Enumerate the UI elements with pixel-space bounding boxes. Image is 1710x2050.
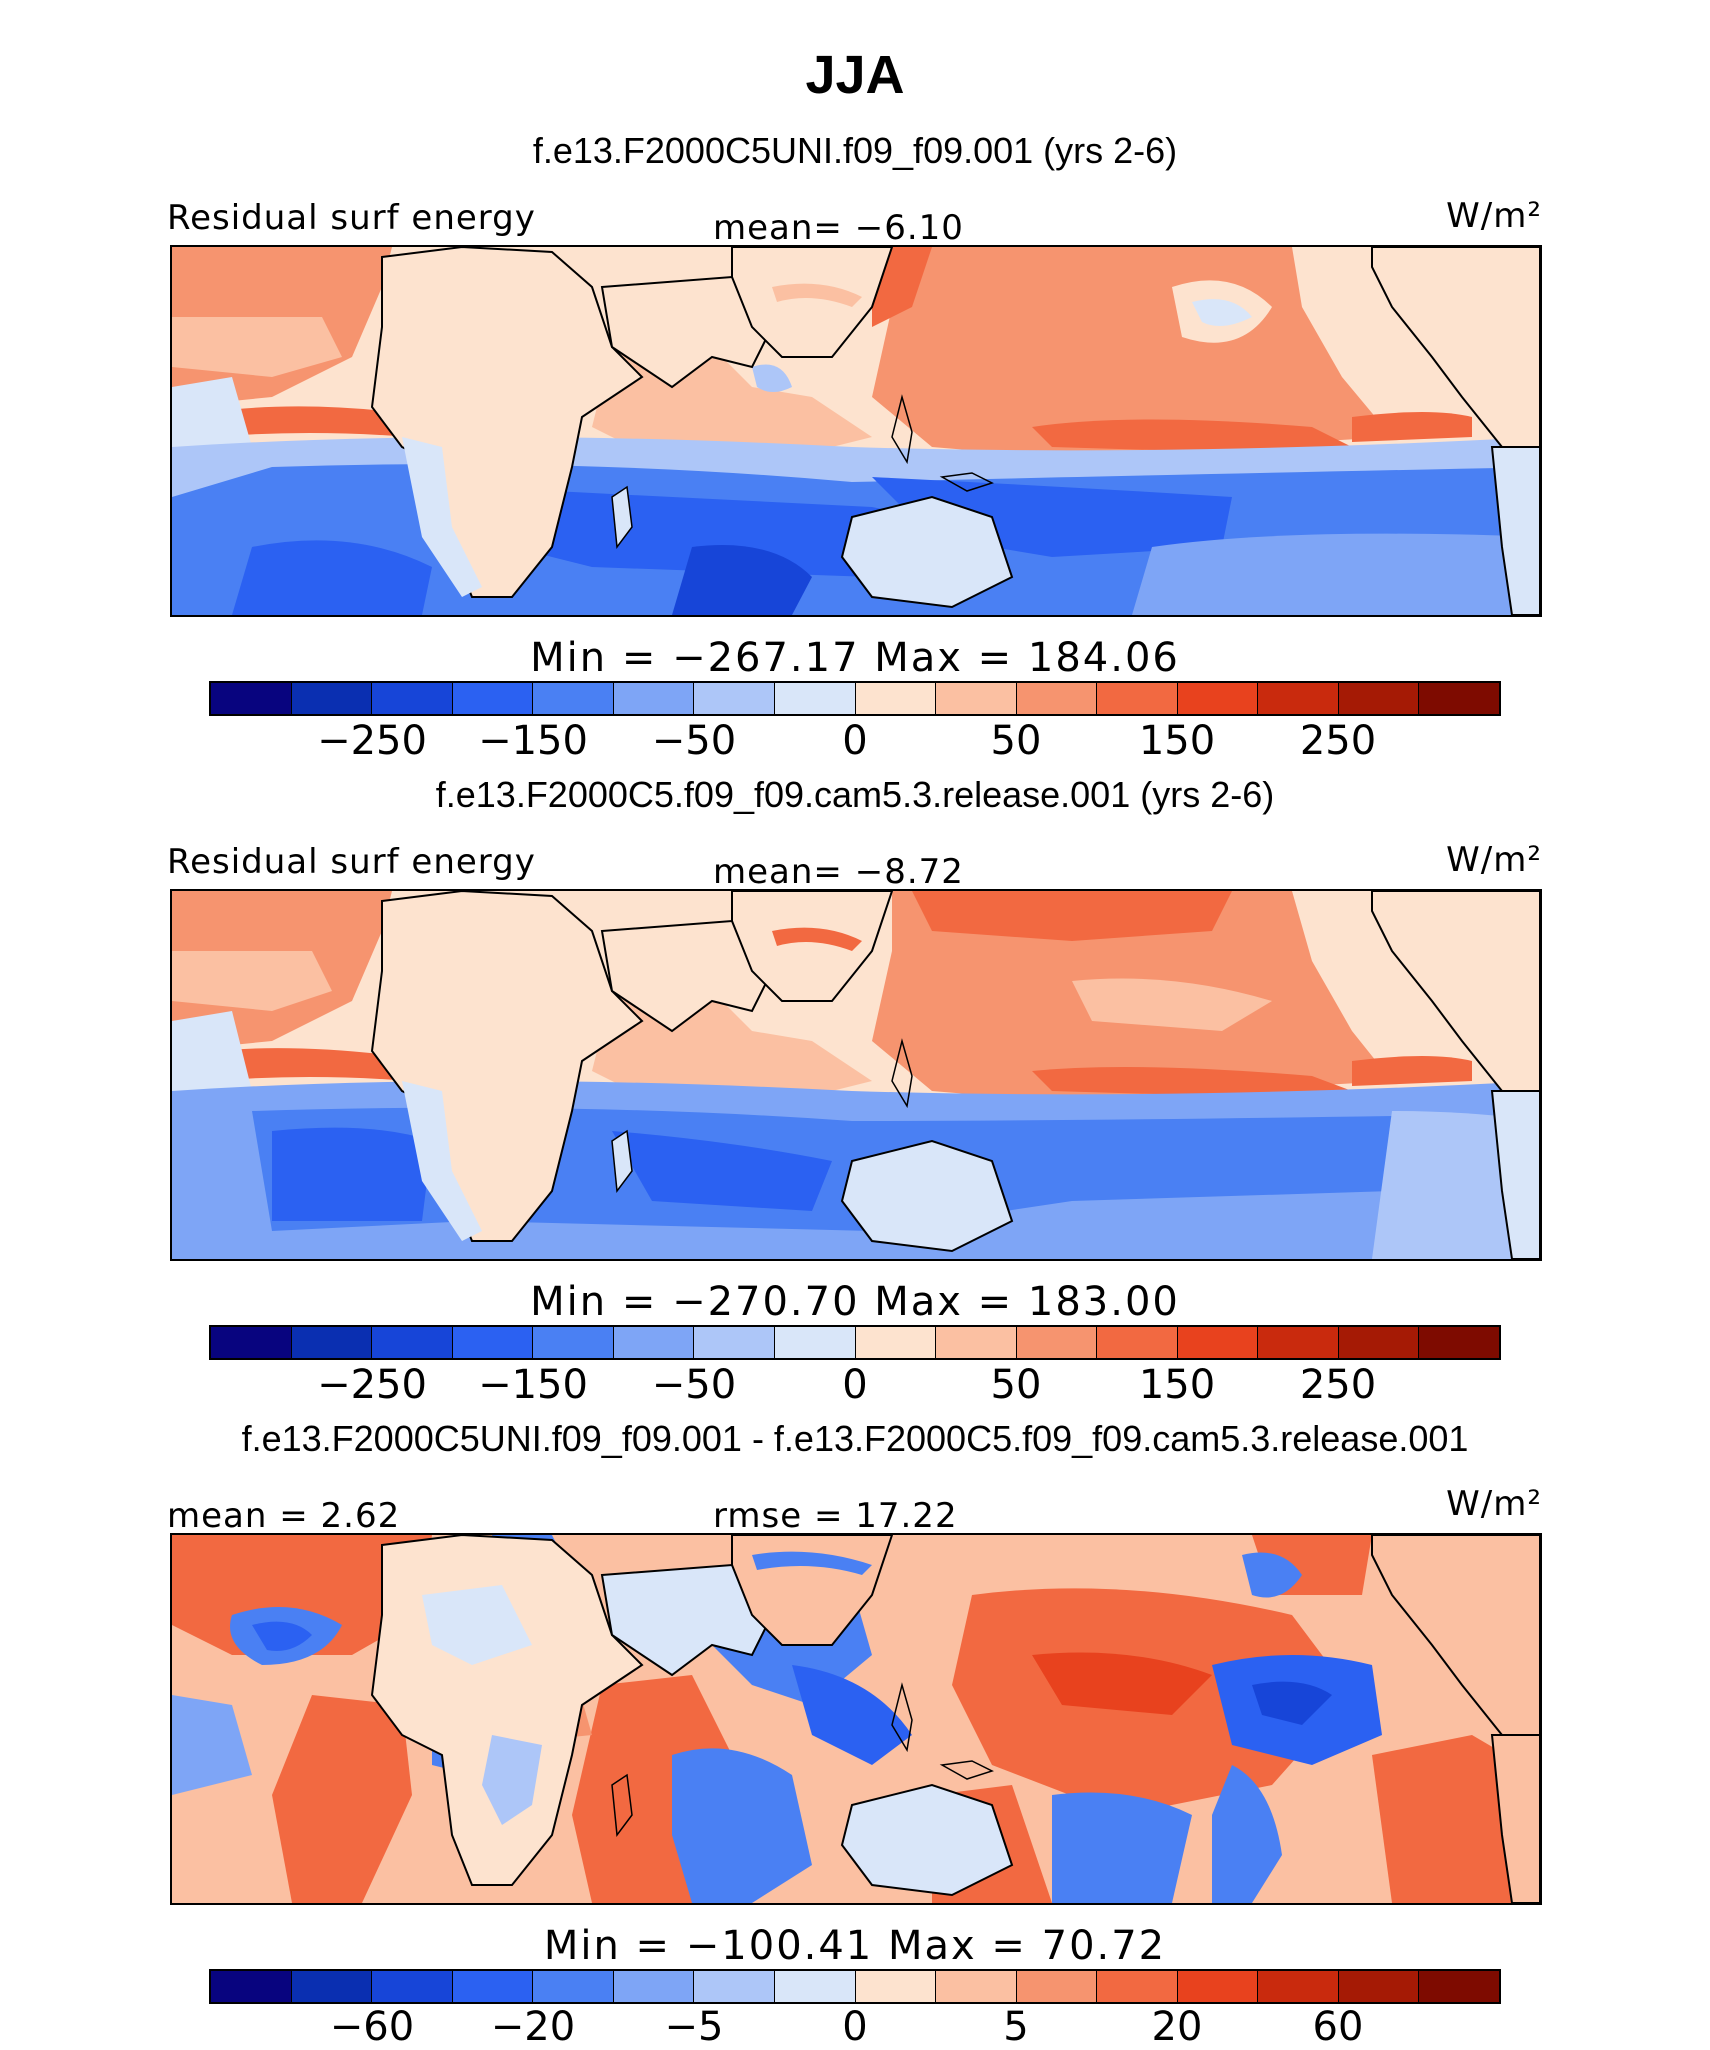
colorbar-box <box>452 683 534 714</box>
colorbar-box <box>1097 683 1178 714</box>
panel-2-tick-label: 150 <box>1138 1362 1216 1408</box>
colorbar-box <box>855 683 937 714</box>
panel-2-tick-label: 50 <box>990 1362 1042 1408</box>
colorbar-box <box>1177 1327 1259 1358</box>
panel-3-map <box>170 1533 1542 1905</box>
panel-3-tick-label: −5 <box>664 2004 724 2050</box>
panel-1-tick-label: 50 <box>990 718 1042 764</box>
colorbar-box <box>774 683 856 714</box>
panel-2-tick-label: −250 <box>317 1362 427 1408</box>
colorbar-box <box>1097 1327 1178 1358</box>
panel-2-variable-label: Residual surf energy <box>167 842 536 882</box>
panel-1-map <box>170 245 1542 617</box>
colorbar-box <box>1258 683 1339 714</box>
panel-3-tick-label: 20 <box>1151 2004 1203 2050</box>
colorbar-box <box>372 1971 453 2002</box>
colorbar-box <box>452 1327 534 1358</box>
panel-1-mean-label: mean= −6.10 <box>713 208 964 248</box>
colorbar-box <box>291 1971 373 2002</box>
panel-3-tick-label: 5 <box>1003 2004 1029 2050</box>
panel-3-tick-label: −60 <box>329 2004 415 2050</box>
panel-1-tick-label: 250 <box>1299 718 1377 764</box>
panel-2-map <box>170 889 1542 1261</box>
colorbar-box <box>694 1327 775 1358</box>
panel-3-mean-label: mean = 2.62 <box>167 1496 401 1536</box>
colorbar-box <box>855 1327 937 1358</box>
panel-1-min-max: Min = −267.17 Max = 184.06 <box>530 635 1180 681</box>
colorbar-box <box>291 1327 373 1358</box>
colorbar-box <box>1419 683 1499 714</box>
panel-2-case-title: f.e13.F2000C5.f09_f09.cam5.3.release.001… <box>435 774 1275 815</box>
panel-1-colorbar <box>209 681 1501 716</box>
colorbar-box <box>774 1327 856 1358</box>
colorbar-box <box>694 683 775 714</box>
panel-2-colorbar <box>209 1325 1501 1360</box>
colorbar-box <box>1338 683 1420 714</box>
panel-1-case-title: f.e13.F2000C5UNI.f09_f09.001 (yrs 2-6) <box>532 130 1178 171</box>
colorbar-box <box>613 1327 695 1358</box>
panel-2-tick-label: 250 <box>1299 1362 1377 1408</box>
panel-1-tick-label: 0 <box>842 718 868 764</box>
colorbar-box <box>1419 1971 1499 2002</box>
colorbar-box <box>1338 1971 1420 2002</box>
panel-2-min-max: Min = −270.70 Max = 183.00 <box>530 1279 1180 1325</box>
colorbar-box <box>533 1327 614 1358</box>
panel-3-min-max: Min = −100.41 Max = 70.72 <box>543 1923 1167 1969</box>
figure-title: JJA <box>805 45 905 105</box>
panel-1-units-label: W/m² <box>1446 196 1542 236</box>
colorbar-box <box>613 683 695 714</box>
panel-1-tick-label: 150 <box>1138 718 1216 764</box>
panel-3-case-title: f.e13.F2000C5UNI.f09_f09.001 - f.e13.F20… <box>241 1418 1469 1459</box>
panel-2-mean-label: mean= −8.72 <box>713 852 964 892</box>
panel-2-units-label: W/m² <box>1446 840 1542 880</box>
colorbar-box <box>936 1327 1017 1358</box>
panel-1-tick-label: −150 <box>478 718 588 764</box>
panel-1-tick-label: −50 <box>651 718 737 764</box>
colorbar-box <box>1016 683 1098 714</box>
colorbar-box <box>1097 1971 1178 2002</box>
panel-3-tick-label: 0 <box>842 2004 868 2050</box>
colorbar-box <box>533 1971 614 2002</box>
colorbar-box <box>291 683 373 714</box>
panel-2-tick-label: −50 <box>651 1362 737 1408</box>
panel-3-colorbar <box>209 1969 1501 2004</box>
colorbar-box <box>1177 1971 1259 2002</box>
colorbar-box <box>211 1971 292 2002</box>
panel-1-variable-label: Residual surf energy <box>167 198 536 238</box>
colorbar-box <box>1338 1327 1420 1358</box>
colorbar-box <box>211 683 292 714</box>
colorbar-box <box>211 1327 292 1358</box>
panel-3-rmse-label: rmse = 17.22 <box>713 1496 958 1536</box>
panel-3-tick-label: 60 <box>1312 2004 1364 2050</box>
colorbar-box <box>1016 1971 1098 2002</box>
panel-2-tick-label: −150 <box>478 1362 588 1408</box>
colorbar-box <box>855 1971 937 2002</box>
colorbar-box <box>372 1327 453 1358</box>
colorbar-box <box>1258 1327 1339 1358</box>
colorbar-box <box>372 683 453 714</box>
colorbar-box <box>1177 683 1259 714</box>
colorbar-box <box>936 683 1017 714</box>
colorbar-box <box>694 1971 775 2002</box>
colorbar-box <box>774 1971 856 2002</box>
panel-2-tick-label: 0 <box>842 1362 868 1408</box>
colorbar-box <box>1016 1327 1098 1358</box>
colorbar-box <box>1258 1971 1339 2002</box>
colorbar-box <box>936 1971 1017 2002</box>
panel-3-units-label: W/m² <box>1446 1484 1542 1524</box>
colorbar-box <box>452 1971 534 2002</box>
colorbar-box <box>533 683 614 714</box>
colorbar-box <box>613 1971 695 2002</box>
panel-3-tick-label: −20 <box>490 2004 576 2050</box>
panel-1-tick-label: −250 <box>317 718 427 764</box>
colorbar-box <box>1419 1327 1499 1358</box>
